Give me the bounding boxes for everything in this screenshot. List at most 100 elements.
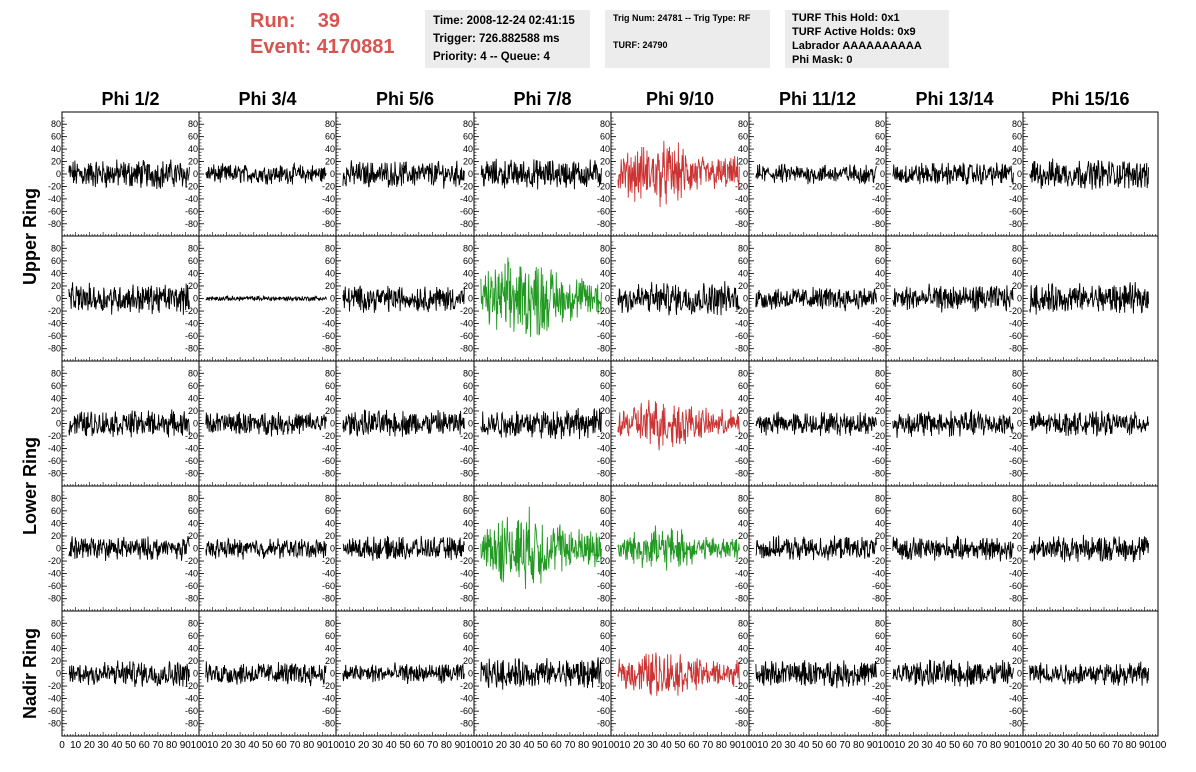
y-tick-label: -80: [735, 219, 748, 229]
y-tick-label: -80: [597, 594, 610, 604]
y-tick-label: -80: [460, 219, 473, 229]
waveform-panel: -80 -60 -40 -20 0 20 40 60 80: [1009, 485, 1159, 612]
y-tick-label: 60: [875, 381, 885, 391]
x-tick-label: 40: [935, 740, 947, 751]
y-tick-label: 20: [188, 531, 198, 541]
x-tick-label: 80: [1125, 740, 1137, 751]
x-tick-label: 70: [1112, 740, 1124, 751]
y-tick-label: -80: [48, 469, 61, 479]
panel-frame: [61, 111, 200, 237]
y-tick-label: -40: [872, 319, 885, 329]
y-tick-label: 0: [605, 544, 610, 554]
y-tick-label: 20: [875, 406, 885, 416]
y-tick-label: 0: [1017, 169, 1022, 179]
y-tick-label: 0: [880, 669, 885, 679]
y-tick-label: -20: [597, 181, 610, 191]
trigger-text: Trigger: 726.882588 ms: [433, 33, 560, 45]
y-tick-label: -40: [322, 319, 335, 329]
y-tick-label: -20: [460, 556, 473, 566]
y-tick-label: -20: [48, 306, 61, 316]
y-tick-label: 80: [738, 119, 748, 129]
waveform-trace: [1029, 282, 1149, 315]
y-tick-label: -20: [1009, 556, 1022, 566]
phi-mask-text: Phi Mask: 0: [792, 54, 853, 66]
waveform-trace: [205, 537, 327, 560]
y-tick-label: -20: [460, 181, 473, 191]
y-tick-label: -40: [322, 569, 335, 579]
y-tick-label: 60: [738, 132, 748, 142]
waveform-panel: -80 -60 -40 -20 0 20 40 60 80: [460, 360, 612, 487]
waveform-trace: [68, 282, 190, 315]
y-tick-label: 20: [1012, 656, 1022, 666]
y-tick-label: -20: [48, 431, 61, 441]
y-tick-label: -80: [460, 344, 473, 354]
waveform-trace: [1029, 534, 1149, 563]
y-tick-label: -60: [322, 456, 335, 466]
x-tick-label: 20: [496, 740, 508, 751]
y-tick-label: 60: [463, 381, 473, 391]
waveform-panel: -80 -60 -40 -20 0 20 40 60 80: [185, 485, 337, 612]
row-group-title: Lower Ring: [20, 437, 40, 535]
run-event-box: Run: 39 Event: 4170881: [250, 8, 420, 60]
x-tick-label: 20: [1044, 740, 1056, 751]
y-tick-label: 80: [738, 618, 748, 628]
waveform-panel: -80 -60 -40 -20 0 20 40 60 80: [322, 111, 475, 237]
waveform-trace: [617, 140, 740, 208]
x-tick-label: 50: [262, 740, 274, 751]
y-tick-label: 40: [325, 144, 335, 154]
waveform-panel: -80 -60 -40 -20 0 20 40 60 80: [597, 485, 750, 612]
y-tick-label: -60: [185, 206, 198, 216]
y-tick-label: -20: [1009, 681, 1022, 691]
y-tick-label: 0: [880, 419, 885, 429]
y-tick-label: 20: [325, 406, 335, 416]
y-tick-label: 60: [51, 381, 61, 391]
waveform-trace: [68, 660, 190, 688]
waveform-trace: [205, 661, 327, 687]
y-tick-label: 20: [1012, 281, 1022, 291]
y-tick-label: 40: [463, 643, 473, 653]
y-tick-label: 20: [463, 281, 473, 291]
y-tick-label: 20: [875, 157, 885, 167]
waveform-trace: [617, 525, 740, 571]
y-tick-label: 20: [463, 531, 473, 541]
y-tick-label: 40: [325, 268, 335, 278]
waveform-panel: -80 -60 -40 -20 0 20 40 60 80: [460, 111, 612, 237]
y-tick-label: -20: [48, 181, 61, 191]
waveform-panel: -80 -60 -40 -20 0 20 40 60 80: [597, 360, 750, 487]
y-tick-label: -40: [185, 444, 198, 454]
y-tick-label: -80: [322, 719, 335, 729]
y-tick-label: 80: [600, 493, 610, 503]
y-tick-label: 0: [743, 669, 748, 679]
waveform-panel: -80 -60 -40 -20 0 20 40 60 80: [1009, 111, 1159, 237]
y-tick-label: 20: [875, 656, 885, 666]
y-tick-label: 40: [875, 518, 885, 528]
y-tick-label: 40: [188, 393, 198, 403]
y-tick-label: -60: [185, 706, 198, 716]
y-tick-label: -40: [1009, 319, 1022, 329]
y-tick-label: 60: [463, 631, 473, 641]
waveform-panel: -80 -60 -40 -20 0 20 40 60 80: [1009, 610, 1159, 737]
column-title: Phi 9/10: [646, 89, 714, 109]
y-tick-label: -80: [185, 469, 198, 479]
y-tick-label: -80: [48, 719, 61, 729]
x-tick-label: 100: [466, 740, 483, 751]
y-tick-label: 40: [875, 268, 885, 278]
waveform-panel: -80 -60 -40 -20 0 20 40 60 80: [735, 235, 887, 362]
y-tick-label: -20: [185, 306, 198, 316]
y-tick-label: 40: [875, 144, 885, 154]
y-tick-label: -60: [185, 581, 198, 591]
y-tick-label: -40: [460, 694, 473, 704]
y-tick-label: 60: [1012, 132, 1022, 142]
y-tick-label: 40: [600, 393, 610, 403]
y-tick-label: -60: [735, 706, 748, 716]
y-tick-label: 60: [188, 132, 198, 142]
y-tick-label: -20: [460, 431, 473, 441]
y-tick-label: 40: [738, 393, 748, 403]
waveform-panel: -80 -60 -40 -20 0 20 40 60 80: [322, 610, 475, 737]
y-tick-label: 40: [463, 144, 473, 154]
column-title: Phi 3/4: [238, 89, 296, 109]
y-tick-label: -40: [597, 569, 610, 579]
y-tick-label: -60: [735, 206, 748, 216]
y-tick-label: -40: [48, 694, 61, 704]
y-tick-label: 80: [1012, 618, 1022, 628]
